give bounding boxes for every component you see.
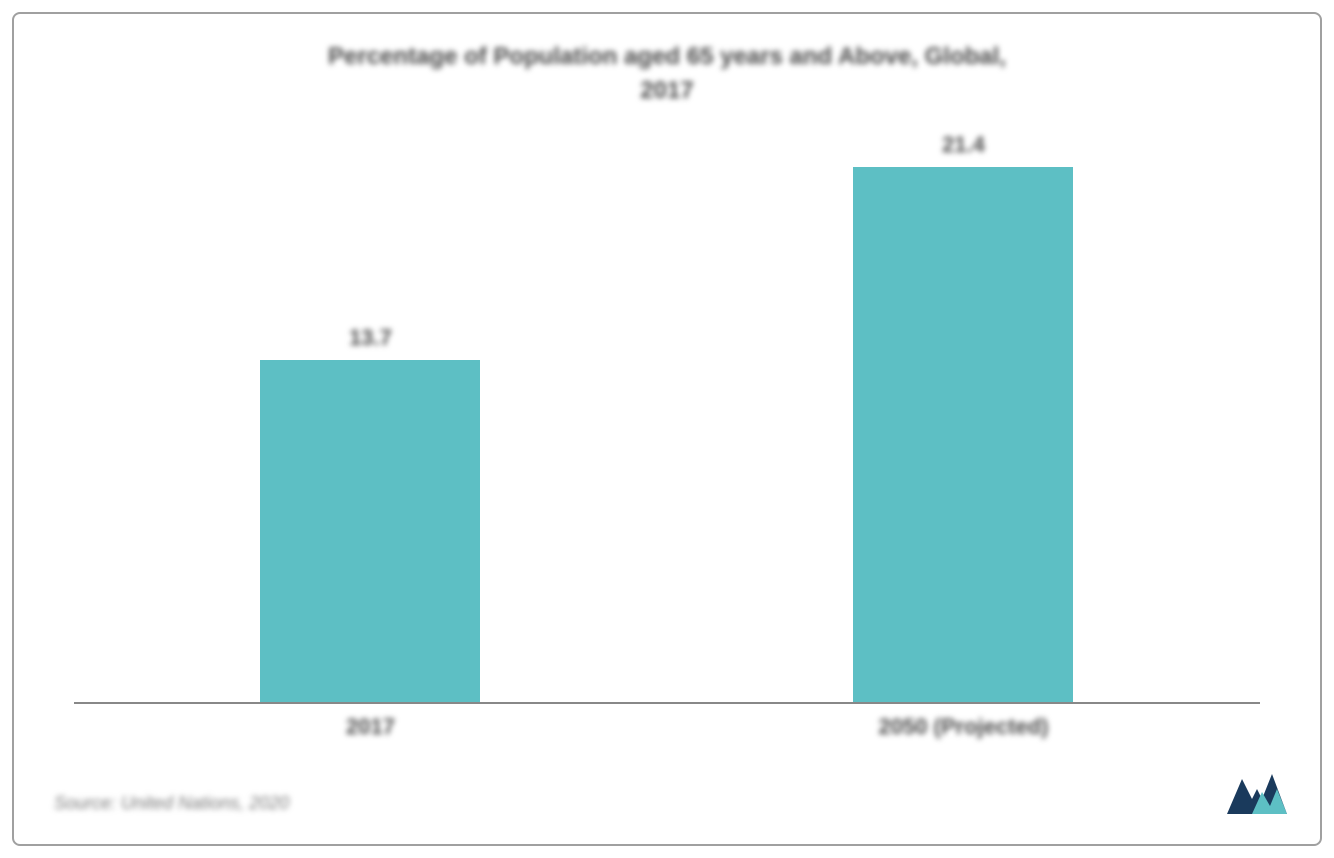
bar-value-label-1: 21.4 [853, 132, 1073, 158]
brand-logo [1222, 764, 1292, 820]
logo-icon [1222, 764, 1292, 820]
chart-plot-area: 13.7 21.4 [74, 154, 1260, 704]
x-axis-labels: 2017 2050 (Projected) [74, 714, 1260, 740]
chart-container: Percentage of Population aged 65 years a… [12, 12, 1322, 846]
title-line-2: 2017 [640, 77, 693, 104]
bar-2017: 13.7 [260, 360, 480, 703]
bar-2050: 21.4 [853, 167, 1073, 702]
chart-title: Percentage of Population aged 65 years a… [14, 14, 1320, 107]
title-line-1: Percentage of Population aged 65 years a… [328, 43, 1006, 70]
bars-wrapper: 13.7 21.4 [74, 154, 1260, 704]
source-text: Source: United Nations, 2020 [54, 793, 289, 814]
bar-value-label-0: 13.7 [260, 325, 480, 351]
bar-group-0: 13.7 [133, 360, 607, 703]
x-label-0: 2017 [133, 714, 607, 740]
bar-group-1: 21.4 [726, 167, 1200, 702]
x-label-1: 2050 (Projected) [726, 714, 1200, 740]
